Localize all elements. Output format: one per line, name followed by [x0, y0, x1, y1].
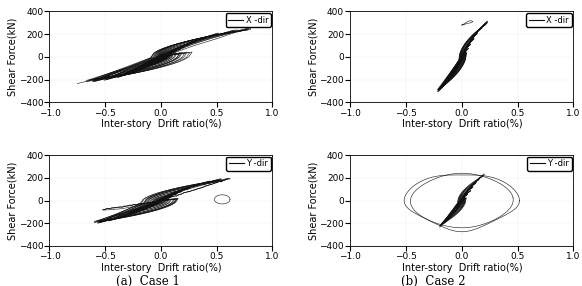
Y-axis label: Shear Force(kN): Shear Force(kN): [308, 161, 318, 240]
Y-axis label: Shear Force(kN): Shear Force(kN): [308, 18, 318, 96]
Text: (b)  Case 2: (b) Case 2: [402, 275, 466, 286]
Y-axis label: Shear Force(kN): Shear Force(kN): [7, 18, 17, 96]
Legend: Y -dir: Y -dir: [226, 157, 271, 171]
Legend: X -dir: X -dir: [226, 13, 271, 27]
Text: (a)  Case 1: (a) Case 1: [116, 275, 180, 286]
Legend: X -dir: X -dir: [527, 13, 572, 27]
X-axis label: Inter-story  Drift ratio(%): Inter-story Drift ratio(%): [101, 263, 221, 273]
X-axis label: Inter-story  Drift ratio(%): Inter-story Drift ratio(%): [402, 263, 522, 273]
X-axis label: Inter-story  Drift ratio(%): Inter-story Drift ratio(%): [101, 119, 221, 129]
Y-axis label: Shear Force(kN): Shear Force(kN): [7, 161, 17, 240]
Legend: Y -dir: Y -dir: [527, 157, 572, 171]
X-axis label: Inter-story  Drift ratio(%): Inter-story Drift ratio(%): [402, 119, 522, 129]
